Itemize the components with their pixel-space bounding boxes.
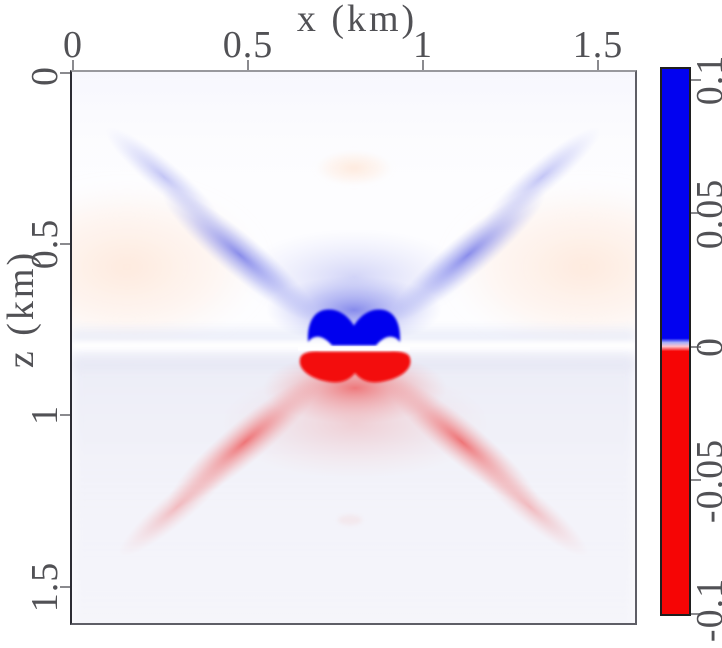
blue-tail-right xyxy=(483,127,601,227)
colorbar-tick-mark xyxy=(691,79,701,81)
z-tick-label: 0 xyxy=(24,66,66,86)
plot-frame xyxy=(70,70,637,625)
x-tick-mark xyxy=(422,60,424,71)
colorbar-tick-mark xyxy=(691,212,701,214)
x-tick-mark xyxy=(597,60,599,71)
x-tick-label: 1 xyxy=(413,24,433,66)
x-tick-label: 0.5 xyxy=(222,24,274,66)
x-axis-title: x (km) xyxy=(296,0,418,40)
z-tick-mark xyxy=(60,414,71,416)
colorbar-tick-mark xyxy=(691,346,701,348)
wavefield-image xyxy=(72,72,635,623)
z-tick-label: 1.5 xyxy=(24,561,66,613)
colorbar xyxy=(660,67,691,616)
blue-wing-left xyxy=(162,188,318,322)
nodal-gap xyxy=(298,346,410,351)
wavefield-svg xyxy=(72,72,635,623)
colorbar-tick-mark xyxy=(691,613,701,615)
colorbar-tick-label: 0.1 xyxy=(689,54,722,106)
z-tick-label: 0.5 xyxy=(24,218,66,270)
x-tick-mark xyxy=(247,60,249,71)
colorbar-tick-label: 0.05 xyxy=(689,178,722,249)
colorbar-tick-label: -0.05 xyxy=(689,438,722,523)
negative-wavefront xyxy=(299,351,411,383)
x-tick-mark xyxy=(72,60,74,71)
z-tick-mark xyxy=(60,243,71,245)
z-tick-label: 1 xyxy=(24,405,66,425)
blue-wing-right xyxy=(390,188,546,322)
z-tick-mark xyxy=(60,72,71,74)
colorbar-tick-label: 0 xyxy=(689,337,722,357)
colorbar-gradient xyxy=(662,69,689,614)
blue-tail-left xyxy=(105,127,223,227)
red-tail-left xyxy=(118,457,236,557)
red-tail-right xyxy=(471,457,589,557)
x-tick-label: 1.5 xyxy=(572,24,624,66)
peach-spot-top xyxy=(314,150,394,186)
colorbar-tick-label: -0.1 xyxy=(689,577,722,643)
positive-wavefront xyxy=(307,309,401,346)
colorbar-tick-mark xyxy=(691,479,701,481)
z-tick-mark xyxy=(60,586,71,588)
x-tick-label: 0 xyxy=(63,24,83,66)
faint-bottom-speck xyxy=(338,515,362,525)
